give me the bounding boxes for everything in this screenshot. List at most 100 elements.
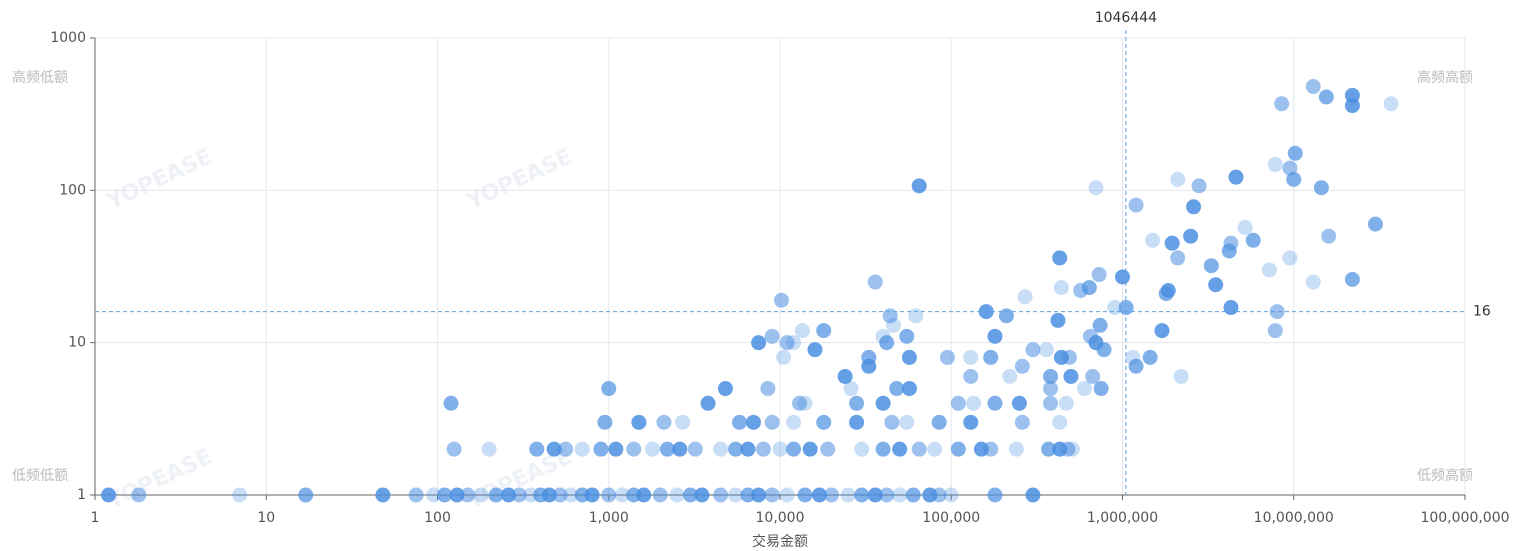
point <box>652 487 668 503</box>
point <box>867 487 883 503</box>
point <box>1085 368 1101 384</box>
point <box>574 441 590 457</box>
point <box>816 323 832 339</box>
point <box>882 308 898 324</box>
point <box>1052 414 1068 430</box>
y-tick-label: 10 <box>68 335 86 351</box>
point <box>751 335 767 351</box>
point <box>1142 349 1158 365</box>
point <box>899 414 915 430</box>
point <box>751 487 767 503</box>
x-tick-label: 10,000 <box>756 510 805 526</box>
point <box>802 441 818 457</box>
point <box>713 441 729 457</box>
point <box>1282 160 1298 176</box>
point <box>987 328 1003 344</box>
point <box>867 274 883 290</box>
point <box>950 395 966 411</box>
point <box>1282 250 1298 266</box>
point <box>728 487 744 503</box>
x-tick-label: 100 <box>424 510 451 526</box>
point <box>1261 262 1277 278</box>
point <box>1025 342 1041 358</box>
point <box>1014 414 1030 430</box>
point <box>755 441 771 457</box>
x-tick-label: 1,000,000 <box>1087 510 1158 526</box>
point <box>779 335 795 351</box>
point <box>1228 169 1244 185</box>
point <box>1267 323 1283 339</box>
x-tick-label: 1 <box>91 510 100 526</box>
y-tick-label: 1 <box>77 487 86 503</box>
point <box>1367 216 1383 232</box>
point <box>473 487 489 503</box>
point <box>728 441 744 457</box>
point <box>1008 441 1024 457</box>
point <box>899 328 915 344</box>
point <box>849 395 865 411</box>
point <box>1313 180 1329 196</box>
watermark: YOPEASE <box>102 444 216 515</box>
point <box>786 414 802 430</box>
point <box>1017 289 1033 305</box>
x-tick-label: 100,000 <box>922 510 980 526</box>
point <box>375 487 391 503</box>
y-tick-label: 100 <box>59 182 86 198</box>
point <box>740 441 756 457</box>
point <box>776 349 792 365</box>
point <box>760 381 776 397</box>
point <box>1154 323 1170 339</box>
point <box>811 487 827 503</box>
point <box>963 414 979 430</box>
point <box>901 349 917 365</box>
point <box>840 487 856 503</box>
point <box>879 335 895 351</box>
point <box>488 487 504 503</box>
point <box>884 414 900 430</box>
point <box>927 441 943 457</box>
point <box>1164 235 1180 251</box>
point <box>1060 441 1076 457</box>
point <box>1203 258 1219 274</box>
point <box>931 414 947 430</box>
point <box>546 441 562 457</box>
point <box>1223 235 1239 251</box>
point <box>626 441 642 457</box>
point <box>501 487 517 503</box>
point <box>731 414 747 430</box>
point <box>1173 368 1189 384</box>
point <box>773 292 789 308</box>
point <box>1305 274 1321 290</box>
point <box>1077 381 1093 397</box>
point <box>764 487 780 503</box>
point <box>875 441 891 457</box>
point <box>1191 178 1207 194</box>
point <box>1344 271 1360 287</box>
point <box>1063 368 1079 384</box>
point <box>807 342 823 358</box>
point <box>998 308 1014 324</box>
point <box>740 487 756 503</box>
point <box>1092 317 1108 333</box>
point <box>1061 349 1077 365</box>
quadrant-label: 高频低额 <box>12 69 68 86</box>
point <box>608 441 624 457</box>
point <box>1082 328 1098 344</box>
point <box>1091 267 1107 283</box>
point <box>601 381 617 397</box>
point <box>963 349 979 365</box>
point <box>1344 87 1360 103</box>
point <box>797 395 813 411</box>
point <box>1053 280 1069 296</box>
point <box>1043 381 1059 397</box>
point <box>298 487 314 503</box>
point <box>1088 180 1104 196</box>
point <box>983 441 999 457</box>
point <box>905 487 921 503</box>
point <box>797 487 813 503</box>
watermark: YOPEASE <box>462 144 576 215</box>
point <box>1286 171 1302 187</box>
point <box>1237 220 1253 236</box>
point <box>232 487 248 503</box>
